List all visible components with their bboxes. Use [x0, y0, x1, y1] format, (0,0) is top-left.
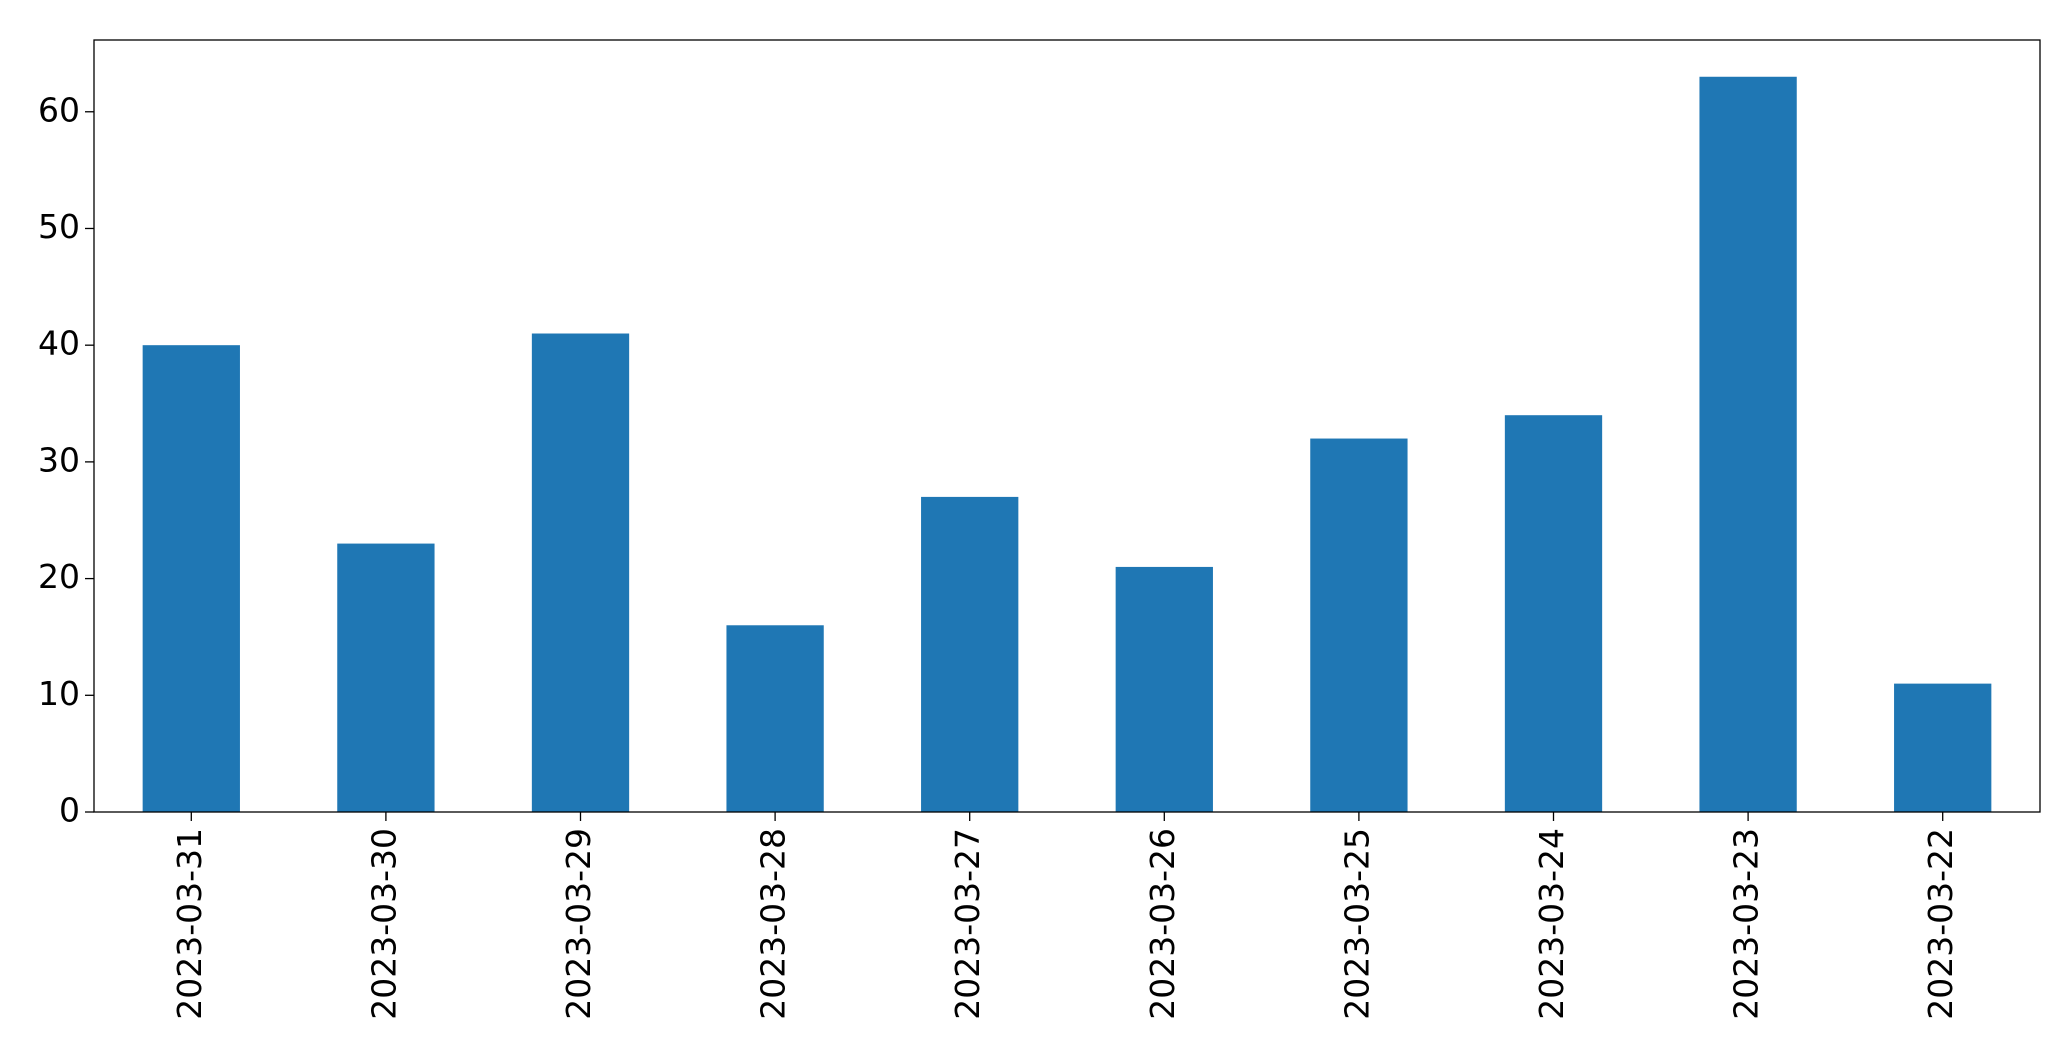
bar: [531, 333, 630, 812]
bar: [726, 625, 824, 812]
bar: [1894, 683, 1992, 812]
bar: [1699, 76, 1797, 812]
bar: [1504, 415, 1603, 812]
y-tick-label: 50: [38, 207, 80, 246]
x-tick-label: 2023-03-25: [1337, 828, 1376, 1020]
bar: [337, 543, 435, 812]
x-tick-label: 2023-03-31: [170, 828, 209, 1020]
x-tick-label: 2023-03-23: [1727, 828, 1766, 1020]
bar: [921, 496, 1019, 812]
y-tick-label: 0: [59, 791, 80, 830]
y-tick-label: 20: [38, 557, 80, 596]
x-tick-label: 2023-03-28: [754, 828, 793, 1020]
x-tick-label: 2023-03-26: [1143, 828, 1182, 1020]
y-tick-label: 30: [38, 440, 80, 479]
x-tick-label: 2023-03-29: [559, 828, 598, 1020]
x-tick-label: 2023-03-24: [1532, 828, 1571, 1020]
bar: [142, 345, 240, 812]
y-tick-label: 10: [38, 674, 80, 713]
y-tick-label: 40: [38, 324, 80, 363]
y-tick-label: 60: [38, 90, 80, 129]
bar: [1115, 566, 1213, 812]
plot-frame: [93, 39, 2041, 813]
bar: [1310, 438, 1408, 812]
x-tick-label: 2023-03-22: [1921, 828, 1960, 1020]
x-tick-label: 2023-03-27: [948, 828, 987, 1020]
x-tick-label: 2023-03-30: [364, 828, 403, 1020]
